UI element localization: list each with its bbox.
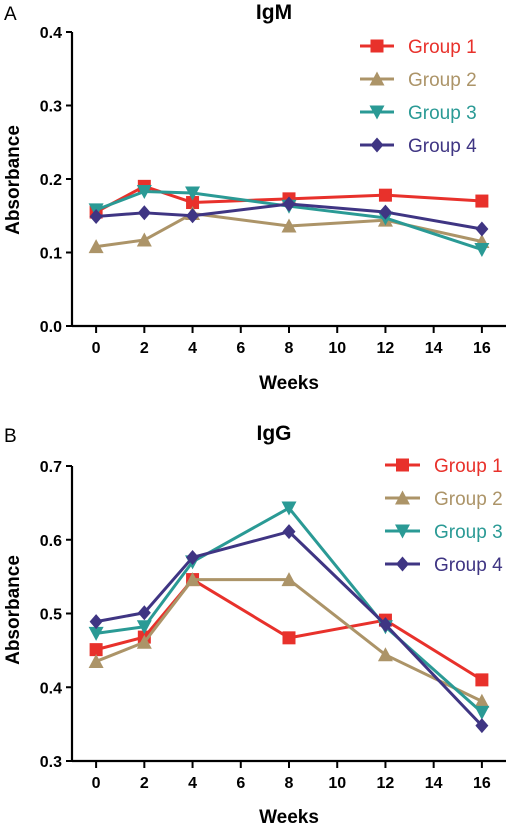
legend-marker [369, 105, 385, 120]
plot-area-a: 0.0 0.1 0.2 0.3 0.4 0 2 4 6 8 10 12 14 16 Group 1 Group… [40, 25, 506, 357]
legend-label: Group 2 [434, 489, 503, 510]
legend-marker [369, 71, 385, 86]
data-point [378, 188, 392, 202]
y-axis-label-a: Absorbance [3, 125, 24, 235]
y-tick-label: 0.5 [40, 607, 62, 624]
legend-marker [396, 458, 409, 472]
x-tick-label: 12 [377, 775, 395, 792]
plot-area-b: 0.3 0.4 0.5 0.6 0.7 0 2 4 6 8 10 12 14 16 Group 1 Group… [40, 456, 506, 792]
data-point [281, 572, 297, 587]
legend-label: Group 3 [434, 522, 503, 543]
data-point [378, 617, 392, 633]
data-point [282, 524, 296, 540]
data-point [185, 572, 201, 587]
data-point [185, 186, 201, 201]
data-point [137, 605, 151, 621]
y-tick-label: 0.1 [40, 246, 62, 263]
x-tick-label: 14 [425, 340, 443, 357]
x-tick-label: 0 [92, 340, 101, 357]
data-point [88, 626, 104, 641]
panel-letter-a: A [4, 4, 17, 25]
data-point [136, 232, 152, 247]
x-tick-label: 6 [236, 775, 245, 792]
y-tick-label: 0.3 [40, 99, 62, 116]
data-point [475, 194, 489, 208]
x-tick-label: 8 [285, 340, 294, 357]
x-tick-label: 12 [377, 340, 395, 357]
y-tick-label: 0.3 [40, 754, 62, 771]
data-point [88, 239, 104, 254]
data-point [137, 205, 151, 221]
x-tick-label: 0 [92, 775, 101, 792]
data-point [186, 208, 200, 224]
x-tick-label: 6 [236, 340, 245, 357]
legend-marker [395, 524, 410, 539]
x-tick-label: 2 [140, 775, 149, 792]
chart-title-igg: IgG [257, 422, 292, 445]
x-tick-label: 14 [425, 775, 443, 792]
legend-label: Group 3 [408, 103, 477, 124]
series-line [95, 530, 483, 727]
series-line [95, 189, 483, 251]
legend-marker [370, 137, 384, 153]
data-point [136, 634, 152, 649]
x-axis-label-a: Weeks [259, 373, 319, 394]
y-tick-label: 0.2 [40, 172, 62, 189]
data-point [475, 673, 489, 687]
x-tick-label: 4 [188, 340, 197, 357]
data-point [136, 184, 152, 199]
legend-label: Group 4 [408, 136, 477, 157]
x-tick-label: 10 [328, 775, 346, 792]
data-point [475, 718, 489, 734]
legend-label: Group 4 [434, 555, 503, 576]
legend-marker [370, 39, 384, 53]
x-axis-label-b: Weeks [259, 807, 319, 828]
data-point [89, 208, 103, 224]
data-point [136, 620, 152, 635]
y-tick-label: 0.4 [40, 680, 62, 697]
data-point [475, 221, 489, 237]
data-point [281, 501, 297, 516]
data-point [88, 653, 104, 668]
legend-label: Group 1 [408, 37, 477, 58]
y-tick-label: 0.0 [40, 319, 62, 336]
x-tick-label: 4 [188, 775, 197, 792]
legend-marker [395, 490, 410, 505]
chart-panel-a: A IgM Weeks Absorbance 0.0 0.1 0.2 0.3 0.4 0 2… [3, 1, 506, 394]
y-tick-label: 0.4 [40, 25, 62, 42]
data-point [474, 705, 490, 720]
series-line [95, 578, 483, 682]
data-point [186, 196, 200, 210]
legend-marker [396, 556, 409, 572]
y-tick-label: 0.7 [40, 459, 62, 476]
chart-panel-b: B IgG Weeks Absorbance 0.3 0.4 0.5 0.6 0.7 0 2… [3, 422, 506, 828]
y-tick-label: 0.6 [40, 533, 62, 550]
x-tick-label: 16 [473, 340, 491, 357]
x-tick-label: 10 [328, 340, 346, 357]
x-tick-label: 2 [140, 340, 149, 357]
y-axis-label-b: Absorbance [3, 555, 24, 665]
series-line [95, 578, 483, 703]
legend-label: Group 2 [408, 70, 477, 91]
data-point [378, 204, 392, 220]
x-tick-label: 16 [473, 775, 491, 792]
x-tick-label: 8 [285, 775, 294, 792]
data-point [282, 631, 296, 645]
data-point [89, 643, 103, 657]
data-point [186, 549, 200, 565]
chart-title-igm: IgM [256, 1, 292, 24]
data-point [282, 196, 296, 212]
data-point [377, 647, 393, 662]
data-point [281, 218, 297, 233]
panel-letter-b: B [4, 426, 17, 447]
data-point [89, 614, 103, 630]
series-line [95, 202, 483, 231]
legend-label: Group 1 [434, 456, 503, 477]
data-point [474, 693, 490, 708]
data-point [474, 243, 490, 258]
